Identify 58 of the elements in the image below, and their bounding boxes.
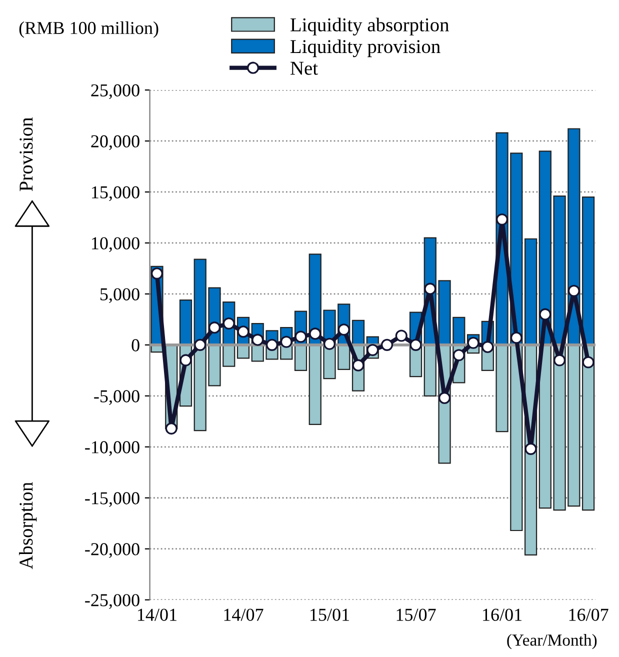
point [165,422,178,435]
point [568,284,580,297]
legend-label: Liquidity absorption [290,18,449,36]
bar [352,320,365,346]
point [323,338,336,350]
point [482,340,494,354]
bar [582,344,595,511]
y-tick-label: 5,000 [100,288,140,303]
y-tick-label: -10,000 [85,441,140,456]
text: Absorption [19,482,37,570]
point [252,334,264,346]
bar [179,300,192,346]
point [266,338,278,351]
point [510,332,522,344]
point [194,338,206,351]
point [180,354,192,366]
y-tick-label: -15,000 [85,492,140,507]
point [496,213,508,226]
bar [524,238,538,346]
x-tick-label: 15/01 [310,608,349,621]
x-tick-label: 15/07 [396,608,436,621]
x-tick-label: 16/07 [569,608,608,621]
y-tick-label: 10,000 [92,237,140,252]
point [294,330,307,343]
legend-label: Liquidity provision [290,39,440,58]
point [309,328,322,340]
point [366,344,379,356]
x-tick-label: 16/01 [483,608,522,621]
text: Provision [20,117,33,192]
point [424,282,436,295]
point [150,268,164,280]
y-tick-label: -25,000 [85,594,140,609]
point [410,338,422,351]
point [438,392,451,404]
point [452,349,465,362]
legend-label: Net [290,62,318,75]
y-tick-label: 15,000 [92,186,140,202]
point [467,336,480,349]
point [524,442,537,455]
bar [294,344,308,371]
bar [582,196,595,346]
point [553,354,566,366]
point [395,330,408,342]
x-tick-label: 14/07 [224,608,264,621]
point [539,308,552,320]
x-tick-label: 14/01 [138,608,176,621]
y-tick-label: -5,000 [94,390,140,405]
y-tick-label: 0 [132,339,140,352]
point [280,336,292,348]
point [222,317,235,330]
x-axis-title: (Year/Month) [507,634,597,650]
point [208,322,221,334]
y-tick-label: -20,000 [85,543,140,558]
y-tick-label: 25,000 [91,84,140,100]
point [582,356,594,368]
y-axis-title: (RMB 100 million) [19,21,158,38]
y-tick-label: 20,000 [91,135,140,150]
point [380,338,394,351]
